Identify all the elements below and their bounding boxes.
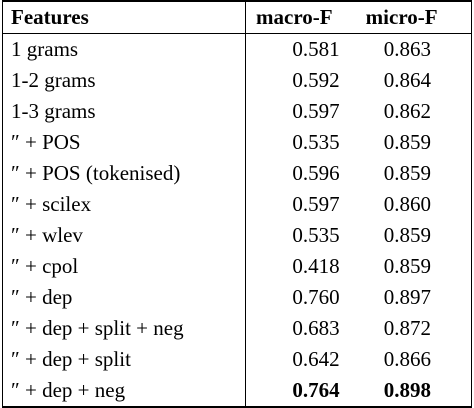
feature-cell: ″ + wlev [2, 220, 246, 251]
table-body: 1 grams 0.581 0.863 1-2 grams 0.592 0.864 1-3 … [2, 33, 472, 408]
feature-cell: ″ + cpol [2, 251, 246, 282]
feature-cell: 1 grams [2, 33, 246, 65]
table-row: ″ + POS 0.535 0.859 [2, 127, 472, 158]
score-cell: 0.864 [355, 65, 472, 96]
table-row: ″ + dep + split + neg 0.683 0.872 [2, 313, 472, 344]
table-row: ″ + scilex 0.597 0.860 [2, 189, 472, 220]
table-row: 1 grams 0.581 0.863 [2, 33, 472, 65]
header-row: Features macro-F micro-F [2, 0, 472, 34]
score-cell: 0.898 [355, 375, 472, 408]
score-cell: 0.872 [355, 313, 472, 344]
score-cell: 0.859 [355, 251, 472, 282]
score-cell: 0.764 [245, 375, 356, 408]
feature-cell: 1-3 grams [2, 96, 246, 127]
score-cell: 0.418 [292, 254, 340, 278]
feature-cell: ″ + dep + split [2, 344, 246, 375]
header-cell: macro-F [245, 0, 356, 34]
score-cell: 0.863 [355, 33, 472, 65]
score-cell: 0.859 [355, 220, 472, 251]
score-cell: 0.860 [355, 189, 472, 220]
feature-cell: ″ + dep [2, 282, 246, 313]
score-cell: 0.535 [292, 223, 340, 247]
feature-cell: ″ + dep + neg [2, 375, 246, 408]
table-row: ″ + POS (tokenised) 0.596 0.859 [2, 158, 472, 189]
table-row: ″ + cpol 0.418 0.859 [2, 251, 472, 282]
score-cell: 0.683 [292, 316, 340, 340]
score-cell: 0.897 [355, 282, 472, 313]
table-row: 1-3 grams 0.597 0.862 [2, 96, 472, 127]
feature-cell: 1-2 grams [2, 65, 246, 96]
score-cell: 0.866 [355, 344, 472, 375]
score-cell: 0.862 [355, 96, 472, 127]
table-row: ″ + wlev 0.535 0.859 [2, 220, 472, 251]
score-cell: 0.597 [292, 99, 340, 123]
score-cell: 0.859 [355, 158, 472, 189]
table-row: 1-2 grams 0.592 0.864 [2, 65, 472, 96]
score-cell: 0.535 [292, 130, 340, 154]
score-cell: 0.859 [355, 127, 472, 158]
feature-cell: ″ + POS [2, 127, 246, 158]
score-cell: 0.760 [292, 285, 340, 309]
feature-cell: ″ + scilex [2, 189, 246, 220]
table-row: ″ + dep + split 0.642 0.866 [2, 344, 472, 375]
score-cell: 0.597 [292, 192, 340, 216]
table-row: ″ + dep 0.760 0.897 [2, 282, 472, 313]
feature-cell: ″ + dep + split + neg [2, 313, 246, 344]
feature-cell: ″ + POS (tokenised) [2, 158, 246, 189]
score-cell: 0.592 [292, 68, 340, 92]
score-cell: 0.581 [292, 37, 340, 61]
score-cell: 0.596 [292, 161, 340, 185]
score-cell: 0.642 [292, 347, 340, 371]
header-cell: micro-F [355, 0, 472, 34]
header-cell: Features [2, 0, 246, 34]
table-row: ″ + dep + neg 0.764 0.898 [2, 375, 472, 408]
